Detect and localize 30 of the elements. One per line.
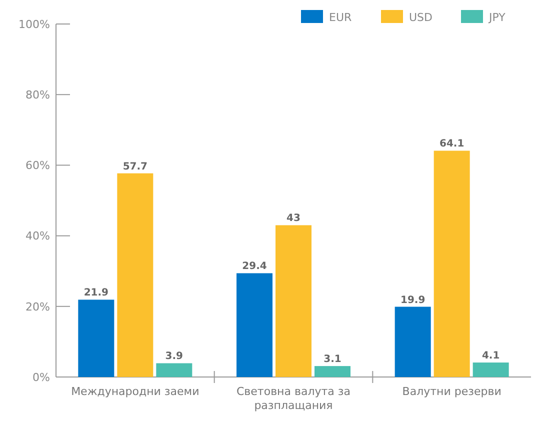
- data-label: 3.1: [324, 354, 342, 366]
- data-label: 57.7: [122, 161, 148, 172]
- bar: [394, 306, 431, 377]
- bar: [472, 362, 509, 377]
- data-label: 21.9: [84, 288, 109, 299]
- bar: [78, 300, 114, 377]
- legend-label: JPY: [488, 10, 506, 24]
- bar: [434, 150, 470, 377]
- y-tick-label: 20%: [26, 300, 50, 314]
- y-tick-label: 80%: [26, 88, 50, 102]
- bar: [236, 273, 272, 377]
- bar: [314, 366, 350, 377]
- data-label: 3.9: [165, 351, 184, 362]
- bar: [276, 225, 312, 377]
- bar: [117, 173, 154, 377]
- y-tick-label: 0%: [32, 370, 50, 384]
- legend-label: USD: [409, 10, 433, 24]
- y-tick-label: 100%: [18, 18, 50, 31]
- data-label: 4.1: [482, 350, 500, 362]
- legend-label: EUR: [329, 10, 352, 24]
- data-label: 19.9: [400, 294, 426, 306]
- x-tick-label: Международни заеми: [71, 385, 200, 398]
- data-label: 43: [286, 213, 300, 224]
- data-label: 64.1: [439, 138, 464, 150]
- data-label: 29.4: [242, 261, 267, 272]
- y-tick-label: 40%: [26, 230, 50, 243]
- bar: [156, 363, 192, 377]
- x-tick-label: Световна валута за разплащания: [236, 385, 350, 412]
- y-tick-label: 60%: [26, 159, 50, 172]
- x-tick-label: Валутни резерви: [402, 385, 502, 398]
